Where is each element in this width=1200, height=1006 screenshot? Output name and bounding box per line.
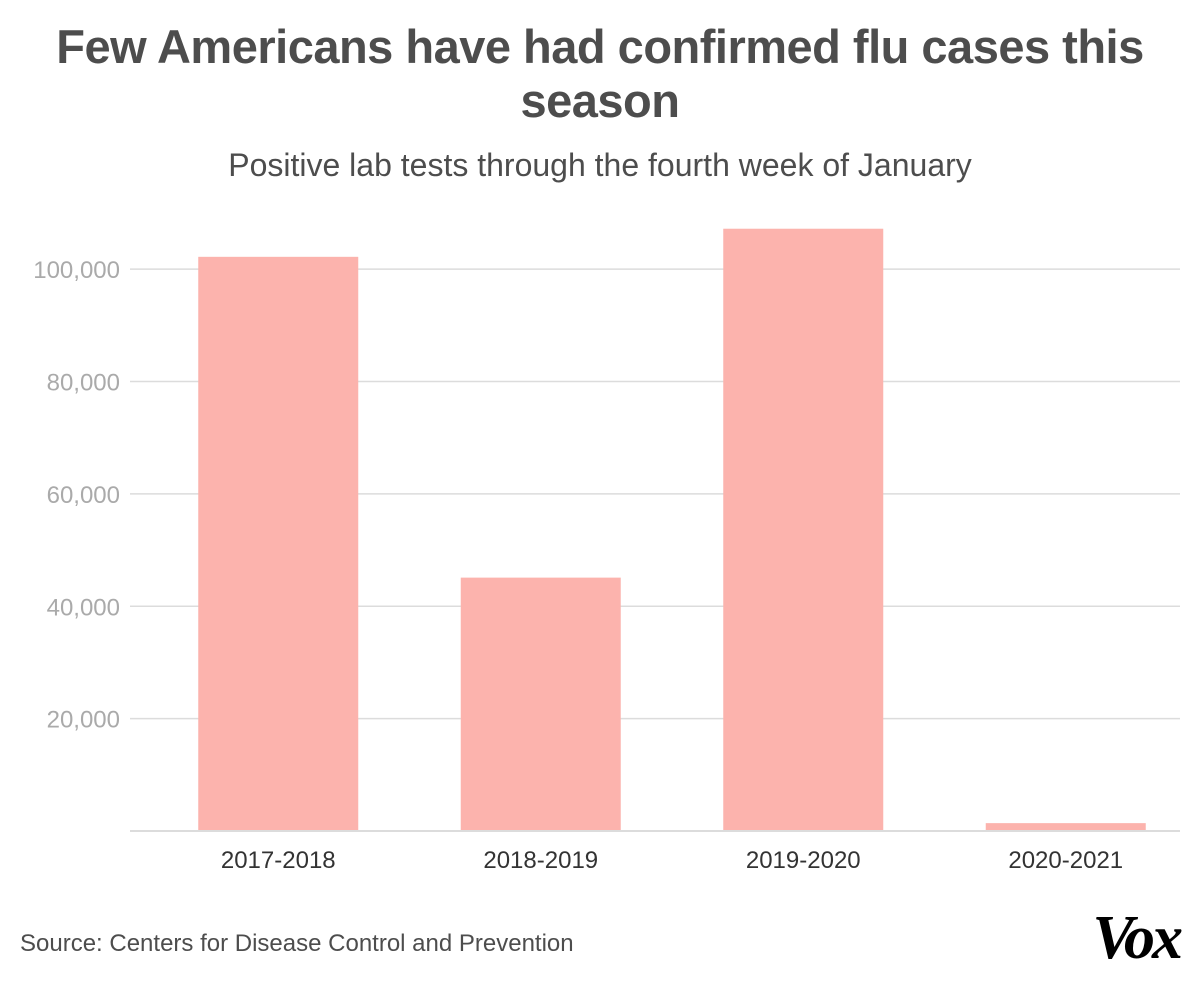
y-tick-label: 100,000	[33, 257, 120, 284]
y-tick-label: 60,000	[47, 482, 120, 509]
bar-2017-2018	[198, 256, 359, 832]
bar-2019-2020	[723, 228, 884, 832]
x-tick-label: 2018-2019	[483, 847, 598, 874]
x-axis-tick-labels: 2017-2018 2018-2019 2019-2020 2020-2021	[221, 847, 1123, 874]
bars	[198, 228, 1146, 832]
chart-subtitle: Positive lab tests through the fourth we…	[228, 147, 972, 183]
y-tick-label: 80,000	[47, 370, 120, 397]
x-tick-label: 2017-2018	[221, 847, 336, 874]
bar-2018-2019	[460, 577, 621, 831]
chart-title: Few Americans have had confirmed flu cas…	[56, 20, 1144, 127]
bar-2020-2021	[985, 823, 1146, 831]
y-tick-label: 20,000	[47, 707, 120, 734]
vox-logo: Vox	[1092, 904, 1184, 972]
y-axis-tick-labels: 20,000 40,000 60,000 80,000 100,000	[33, 257, 120, 733]
x-tick-label: 2020-2021	[1008, 847, 1123, 874]
bar-chart: 20,000 40,000 60,000 80,000 100,000 2017-201…	[33, 228, 1180, 874]
source-note: Source: Centers for Disease Control and …	[20, 930, 574, 957]
y-tick-label: 40,000	[47, 594, 120, 621]
x-tick-label: 2019-2020	[746, 847, 861, 874]
